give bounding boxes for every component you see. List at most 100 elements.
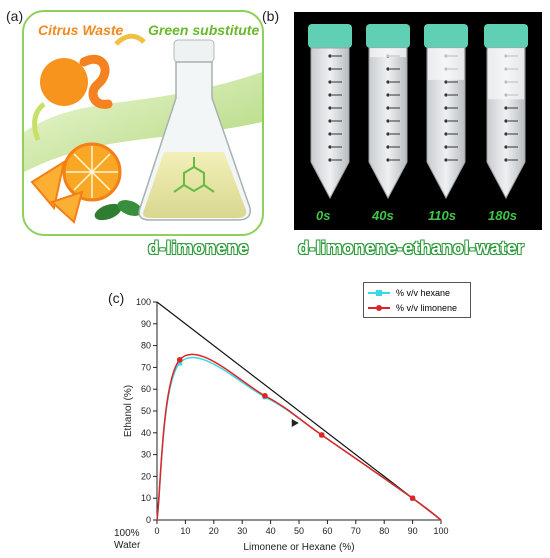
y-tick-label: 70 [141, 362, 151, 372]
panel-label-c: (c) [108, 290, 125, 306]
x-tick-label: 60 [322, 526, 332, 536]
data-point-limonene [262, 392, 268, 399]
y-tick-label: 100 [136, 297, 151, 307]
tube-graduation-dot [386, 158, 390, 162]
boundary-line [156, 301, 442, 521]
x-tick-label: 0 [154, 526, 159, 536]
tube-graduation-dot [444, 158, 448, 162]
tube-graduation-dot [444, 106, 448, 110]
x-tick-label: 80 [379, 526, 389, 536]
x-tick-label: 70 [351, 526, 361, 536]
tube-time-label: 110s [428, 208, 456, 223]
tube-graduation-dot [444, 93, 448, 97]
corner-label-water: 100% Water [114, 528, 140, 552]
tube-graduation-dot [504, 119, 508, 123]
x-tick-label: 90 [408, 526, 418, 536]
y-tick-label: 60 [141, 384, 151, 394]
panel-label-b: (b) [262, 8, 280, 24]
tube-graduation-dot [444, 80, 448, 84]
tube-graduation-dot [328, 145, 332, 149]
tube-graduation-dot [386, 80, 390, 84]
x-tick-label: 10 [180, 526, 190, 536]
legend-item-limonene: % v/v limonene [368, 301, 457, 315]
centrifuge-tube [424, 24, 468, 200]
tube-cap [424, 24, 468, 48]
x-axis-title: Limonene or Hexane (%) [243, 542, 354, 553]
arrow-icon [114, 33, 146, 46]
tube-graduation-dot [328, 158, 332, 162]
data-point-limonene [409, 495, 416, 502]
tube-graduation-dot [504, 132, 508, 136]
y-tick-label: 80 [141, 341, 151, 351]
orange-peel [40, 55, 113, 109]
x-tick-label: 100 [433, 526, 448, 536]
tube-graduation-dot [328, 93, 332, 97]
tube-upper-phase [488, 48, 524, 100]
tube-cap [308, 24, 352, 48]
y-axis-title: Ethanol (%) [123, 385, 134, 437]
orange-leaves [94, 200, 143, 221]
tube-graduation-dot [444, 119, 448, 123]
annotation-marker [291, 418, 299, 427]
tube-graduation-dot [328, 80, 332, 84]
y-tick-label: 40 [141, 428, 151, 438]
legend-label-limonene: % v/v limonene [396, 303, 458, 313]
legend-swatch-limonene [368, 303, 390, 313]
tube-graduation-dot [328, 54, 332, 58]
tube-upper-phase [370, 48, 406, 58]
y-tick-label: 10 [141, 493, 151, 503]
tube-upper-phase [428, 48, 464, 80]
centrifuge-tube [484, 24, 528, 200]
data-point-limonene [176, 356, 183, 363]
corner-label-line2: Water [114, 540, 141, 551]
chart-legend: % v/v hexane % v/v limonene [363, 282, 471, 318]
tube-graduation-dot [386, 67, 390, 71]
tube-graduation-dot [386, 93, 390, 97]
caption-green-substitute: Green substitute [148, 22, 260, 38]
orange-slices [30, 142, 122, 224]
centrifuge-tube [308, 24, 352, 200]
legend-item-hexane: % v/v hexane [368, 286, 450, 300]
arrow-icon [32, 102, 46, 141]
y-tick-label: 50 [141, 406, 151, 416]
tubes-photo [308, 24, 528, 200]
tube-graduation-dot [504, 158, 508, 162]
x-tick-label: 20 [209, 526, 219, 536]
x-tick-label: 50 [294, 526, 304, 536]
tube-cap [366, 24, 410, 48]
tube-graduation-dot [386, 132, 390, 136]
data-point-hexane [177, 360, 183, 366]
tube-graduation-dot [328, 67, 332, 71]
x-tick-label: 40 [266, 526, 276, 536]
panel-label-a: (a) [6, 8, 24, 24]
corner-label-line1: 100% [114, 528, 140, 539]
legend-swatch-hexane [368, 288, 390, 298]
series-line-limonene [156, 353, 442, 521]
caption-d-limonene: d-limonene [148, 238, 250, 258]
tube-cap [484, 24, 528, 48]
citrus-illustration [24, 33, 262, 224]
tube-graduation-dot [328, 106, 332, 110]
tube-graduation-dot [386, 145, 390, 149]
tube-time-label: 40s [372, 208, 394, 223]
tube-graduation-dot [328, 132, 332, 136]
y-tick-label: 30 [141, 450, 151, 460]
y-tick-label: 90 [141, 319, 151, 329]
y-tick-label: 20 [141, 471, 151, 481]
tube-time-label: 0s [316, 208, 331, 223]
legend-label-hexane: % v/v hexane [396, 288, 451, 298]
tube-graduation-dot [444, 145, 448, 149]
y-tick-label: 0 [146, 515, 151, 525]
tube-graduation-dot [504, 106, 508, 110]
tube-graduation-dot [328, 119, 332, 123]
caption-limonene-ethanol-water: d-limonene-ethanol-water [298, 238, 525, 258]
tube-graduation-dot [444, 132, 448, 136]
tube-graduation-dot [386, 106, 390, 110]
tubes-photo-panel: 0s 40s 110s 180s [294, 12, 542, 230]
tube-graduation-dot [504, 145, 508, 149]
tube-time-label: 180s [488, 208, 517, 223]
flask-icon [138, 39, 251, 221]
caption-citrus-waste: Citrus Waste [38, 22, 124, 38]
centrifuge-tube [366, 24, 410, 200]
